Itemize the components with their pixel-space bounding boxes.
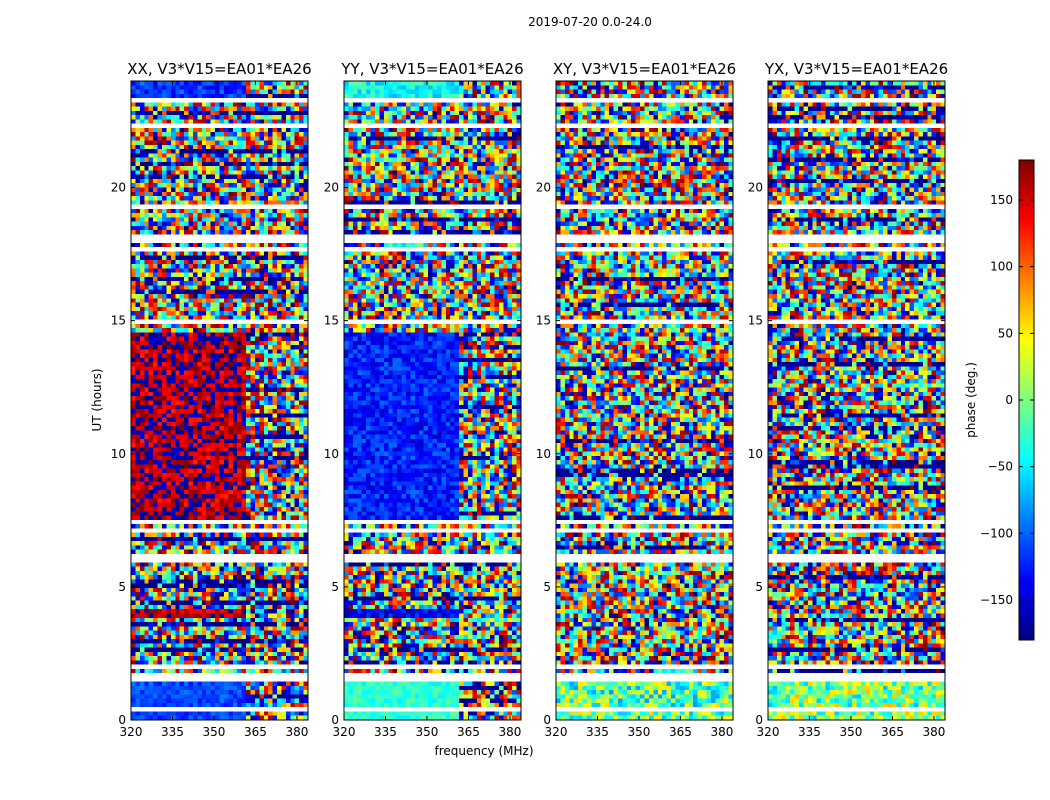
y-tick-label: 0 — [755, 713, 763, 727]
colorbar-tick-label: −100 — [980, 526, 1013, 540]
x-axis-label: frequency (MHz) — [434, 744, 533, 758]
x-tick-label: 365 — [244, 725, 267, 739]
colorbar-tick-label: 50 — [998, 326, 1013, 340]
y-tick-label: 10 — [536, 447, 551, 461]
panel-4-heatmap — [768, 81, 945, 720]
colorbar-tick-label: −50 — [988, 460, 1013, 474]
x-tick-label: 380 — [922, 725, 945, 739]
panel-1-frame — [130, 80, 309, 721]
panel-1: XX, V3*V15=EA01*EA26 320 335 350 365 380 0 5 10 1… — [111, 60, 312, 739]
x-tick-label: 380 — [498, 725, 521, 739]
panel-3-title: XY, V3*V15=EA01*EA26 — [553, 60, 736, 78]
y-tick-label: 10 — [324, 447, 339, 461]
panels-group: XX, V3*V15=EA01*EA26 320 335 350 365 380 0 5 10 1… — [111, 60, 948, 739]
colorbar: 150 100 50 0 −50 −100 −150 — [980, 159, 1035, 641]
y-tick-label: 0 — [331, 713, 339, 727]
y-tick-label: 20 — [536, 181, 551, 195]
x-tick-label: 320 — [757, 725, 780, 739]
colorbar-tick-label: 100 — [990, 260, 1013, 274]
y-axis-label: UT (hours) — [90, 368, 104, 431]
panel-2-title: YY, V3*V15=EA01*EA26 — [340, 60, 523, 78]
panel-4: YX, V3*V15=EA01*EA26 320 335 350 365 380 0 5 10 1… — [748, 60, 948, 739]
y-tick-label: 5 — [543, 580, 551, 594]
y-tick-label: 15 — [536, 314, 551, 328]
y-tick-label: 15 — [111, 314, 126, 328]
y-tick-label: 10 — [111, 447, 126, 461]
y-tick-label: 0 — [118, 713, 126, 727]
panel-4-frame — [767, 80, 946, 721]
x-tick-label: 350 — [203, 725, 226, 739]
panel-2-heatmap — [344, 81, 521, 720]
x-tick-label: 320 — [120, 725, 143, 739]
x-tick-label: 320 — [545, 725, 568, 739]
y-tick-label: 15 — [748, 314, 763, 328]
x-tick-label: 350 — [840, 725, 863, 739]
x-tick-label: 380 — [285, 725, 308, 739]
y-tick-label: 5 — [755, 580, 763, 594]
colorbar-tick-label: 150 — [990, 193, 1013, 207]
x-tick-label: 320 — [333, 725, 356, 739]
y-tick-label: 5 — [331, 580, 339, 594]
x-tick-label: 350 — [416, 725, 439, 739]
x-tick-label: 335 — [798, 725, 821, 739]
panel-3-heatmap — [556, 81, 733, 720]
y-tick-label: 10 — [748, 447, 763, 461]
x-tick-label: 350 — [628, 725, 651, 739]
panel-1-title: XX, V3*V15=EA01*EA26 — [127, 60, 311, 78]
x-tick-label: 365 — [669, 725, 692, 739]
y-tick-label: 0 — [543, 713, 551, 727]
y-tick-label: 20 — [748, 181, 763, 195]
x-tick-label: 365 — [881, 725, 904, 739]
colorbar-tick-label: 0 — [1005, 393, 1013, 407]
colorbar-tick-label: −150 — [980, 593, 1013, 607]
x-tick-label: 335 — [586, 725, 609, 739]
y-tick-label: 20 — [324, 181, 339, 195]
panel-3-frame — [555, 80, 734, 721]
y-tick-label: 20 — [111, 181, 126, 195]
x-tick-label: 335 — [161, 725, 184, 739]
panel-1-heatmap — [131, 81, 308, 720]
x-tick-label: 335 — [374, 725, 397, 739]
y-tick-label: 15 — [324, 314, 339, 328]
panel-2: YY, V3*V15=EA01*EA26 320 335 350 365 380 0 5 10 1… — [324, 60, 524, 739]
panel-4-title: YX, V3*V15=EA01*EA26 — [764, 60, 948, 78]
colorbar-label: phase (deg.) — [964, 362, 978, 438]
x-tick-label: 380 — [710, 725, 733, 739]
x-tick-label: 365 — [457, 725, 480, 739]
panel-3: XY, V3*V15=EA01*EA26 320 335 350 365 380 0 5 10 1… — [536, 60, 736, 739]
y-tick-label: 5 — [118, 580, 126, 594]
figure-suptitle: 2019-07-20 0.0-24.0 — [528, 15, 652, 29]
panel-2-frame — [343, 80, 522, 721]
